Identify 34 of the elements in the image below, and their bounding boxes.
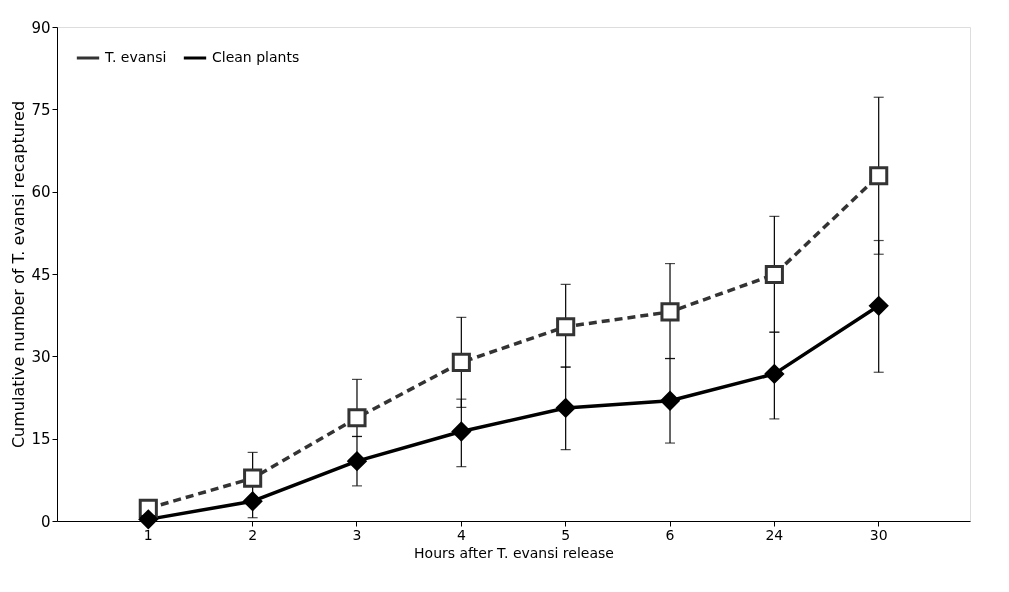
point [556, 398, 576, 418]
point [451, 352, 471, 372]
x-axis-title: Hours after T. evansi release [414, 544, 614, 561]
point [869, 296, 889, 316]
y-tick-label: 90 [31, 18, 51, 37]
point [660, 391, 680, 411]
point [347, 451, 367, 471]
point [660, 302, 680, 322]
y-tick-label: 75 [31, 100, 51, 119]
x-tick-label: 6 [665, 526, 675, 543]
point [243, 491, 263, 511]
point [243, 468, 263, 488]
y-tick-label: 45 [31, 265, 51, 284]
x-tick-label: 3 [352, 526, 362, 543]
x-tick-label: 24 [765, 526, 784, 543]
x-tick-label: 5 [561, 526, 571, 543]
legend-label: Clean plants [212, 49, 300, 65]
x-tick-label: 4 [456, 526, 466, 543]
point [451, 421, 471, 442]
y-axis-title: Cumulative number of T. evansi recaptured [9, 100, 29, 449]
y-tick-label: 15 [31, 430, 51, 449]
y-tick-label: 30 [31, 347, 51, 366]
point [347, 408, 367, 428]
point [556, 317, 576, 337]
point [869, 166, 889, 186]
point [138, 509, 158, 529]
legend-label: T. evansi [104, 49, 167, 65]
x-tick-label: 30 [869, 526, 888, 543]
y-tick-label: 60 [31, 183, 51, 202]
x-tick-label: 1 [143, 526, 153, 543]
y-tick-label: 0 [40, 512, 51, 531]
point [764, 264, 784, 285]
point [764, 364, 784, 384]
x-tick-label: 2 [248, 526, 258, 543]
